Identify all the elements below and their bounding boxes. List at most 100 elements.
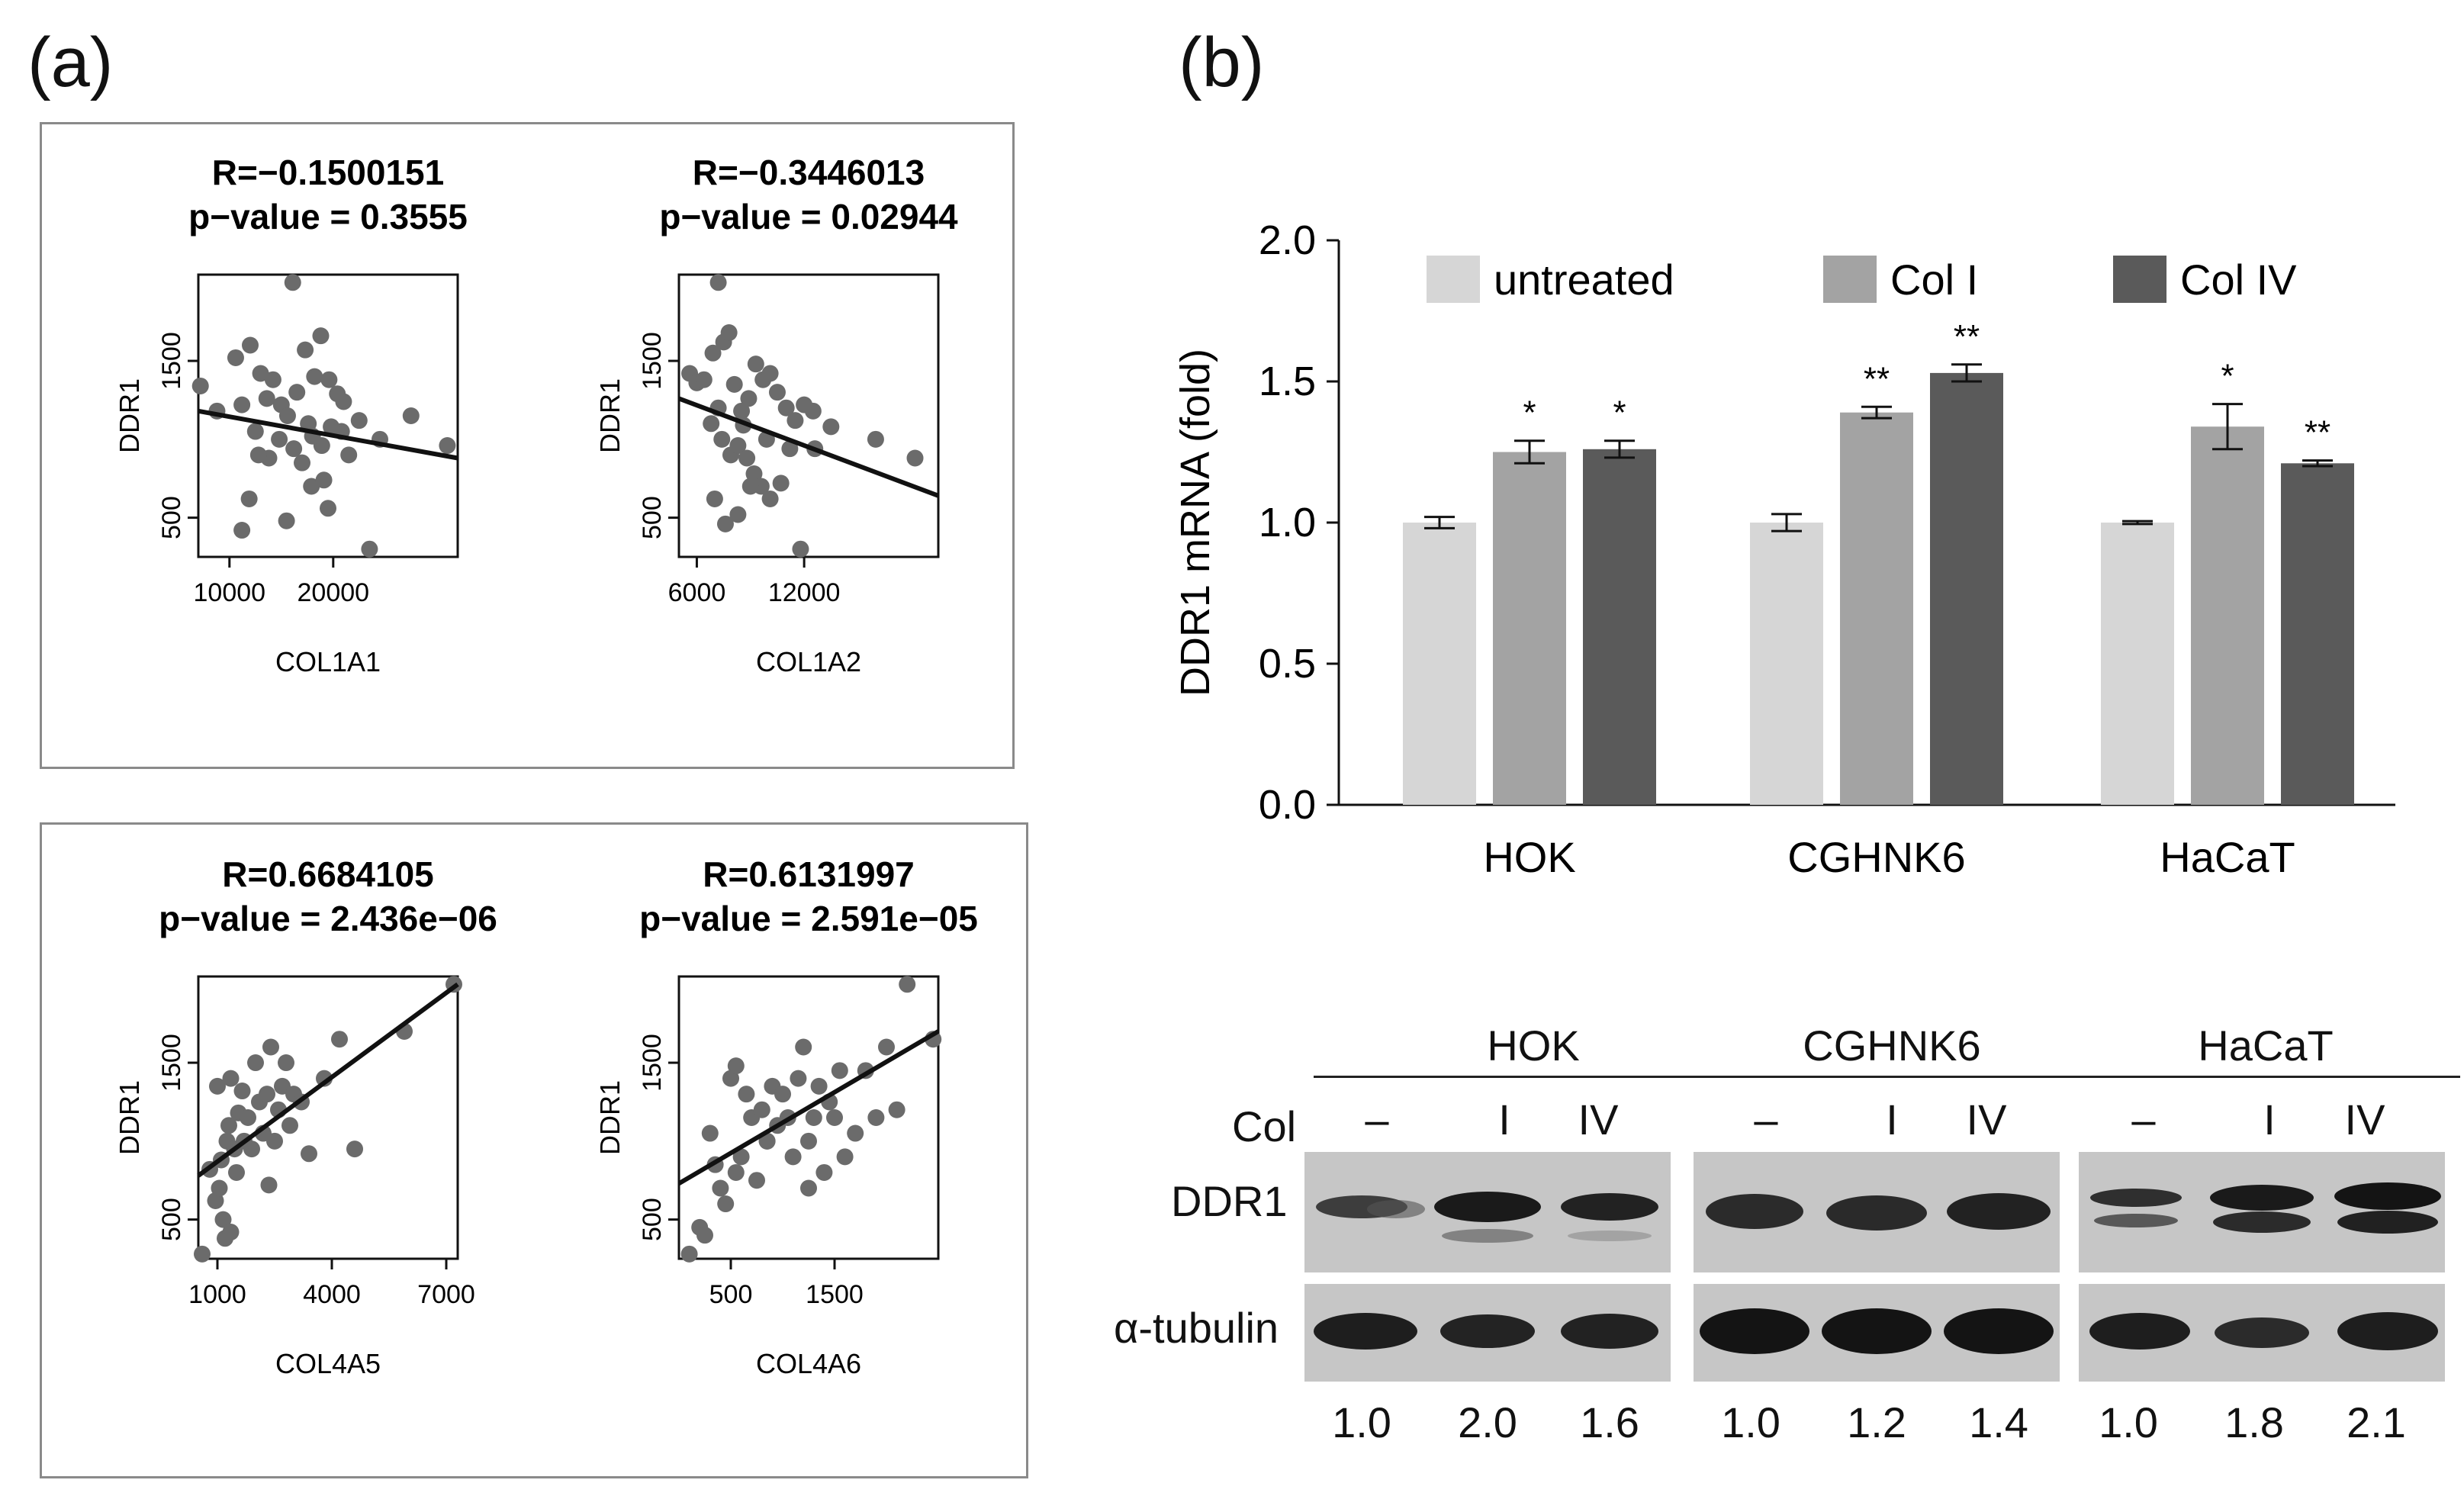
band: [1314, 1313, 1417, 1350]
scatter-point: [717, 1195, 735, 1213]
scatter-point: [761, 365, 779, 382]
scatter-point: [240, 490, 258, 507]
scatter-point: [800, 1132, 817, 1150]
wb-group-cghnk6: CGHNK6: [1803, 1021, 1981, 1070]
scatter-point: [781, 440, 799, 458]
scatter-point: [790, 1070, 807, 1087]
scatter-point: [300, 415, 317, 433]
band: [2334, 1182, 2441, 1210]
scatter-point: [716, 515, 734, 532]
wb-group-hok: HOK: [1487, 1021, 1580, 1070]
scatter-point: [285, 440, 303, 458]
y-axis-label: DDR1: [114, 1080, 145, 1155]
scatter-point: [826, 1109, 843, 1126]
band: [2210, 1185, 2314, 1211]
scatter-point: [281, 1117, 298, 1134]
y-tick-label: 1500: [157, 332, 186, 390]
y-tick-label: 1.0: [1259, 500, 1316, 545]
wb-ddr1-blot-hacat: [2079, 1152, 2445, 1272]
wb-lane-hok-1: –: [1365, 1095, 1389, 1144]
wb-row-label-ddr1: DDR1: [1171, 1177, 1288, 1225]
wb-ratio-hok-3: 1.6: [1580, 1398, 1639, 1446]
y-tick-label: 500: [638, 1198, 667, 1241]
scatter-point: [266, 1132, 283, 1150]
scatter-point: [758, 1132, 776, 1150]
scatter-point: [361, 540, 378, 558]
scatter-point: [732, 1148, 750, 1166]
scatter-point: [748, 1172, 765, 1189]
x-tick-label: 1000: [188, 1280, 246, 1309]
scatter-title: R=−0.3446013: [693, 153, 925, 192]
y-axis-label: DDR1: [594, 1080, 626, 1155]
bar: [2191, 426, 2264, 805]
scatter-point: [222, 1224, 240, 1241]
scatter-point: [753, 1101, 770, 1118]
wb-lane-cghnk6-3: IV: [1966, 1095, 2007, 1144]
scatter-point: [727, 1163, 745, 1181]
scatter-subtitle: p−value = 0.3555: [188, 197, 468, 236]
category-label: HaCaT: [2160, 833, 2295, 881]
category-label: HOK: [1483, 833, 1575, 881]
scatter-point: [831, 1062, 848, 1079]
scatter-point: [306, 368, 323, 385]
scatter-point: [320, 500, 336, 517]
scatter-point: [340, 446, 358, 464]
scatter-point: [768, 384, 786, 401]
scatter-point: [815, 1163, 833, 1181]
scatter-point: [805, 1109, 822, 1126]
scatter-point: [439, 437, 456, 455]
scatter-point: [738, 1086, 755, 1103]
x-tick-label: 6000: [668, 578, 726, 607]
bar: [1750, 523, 1823, 805]
significance-label: *: [1613, 394, 1626, 432]
scatter-point: [335, 393, 352, 410]
band: [2089, 1313, 2190, 1350]
panel-b-label: (b): [1179, 24, 1265, 101]
scatter-point: [222, 1070, 240, 1087]
x-tick-label: 1500: [806, 1280, 864, 1309]
legend-swatch: [1427, 256, 1480, 303]
wb-group-line-hacat: [2079, 1076, 2460, 1078]
scatter-point: [220, 1117, 237, 1134]
scatter-point: [727, 1057, 745, 1075]
scatter-point: [709, 274, 727, 291]
scatter-point: [680, 1245, 698, 1263]
scatter-point: [772, 475, 790, 492]
wb-lane-hok-3: IV: [1578, 1095, 1619, 1144]
scatter-subtitle: p−value = 2.591e−05: [639, 899, 978, 938]
scatter-svg: R=0.6131997 p−value = 2.591e−05 500 1500 500…: [594, 854, 978, 1379]
y-axis-label: DDR1 mRNA (fold): [1175, 349, 1218, 697]
scatter-subtitle: p−value = 2.436e−06: [159, 899, 497, 938]
bar: [1583, 449, 1656, 805]
scatter-point: [777, 399, 795, 417]
scatter-point: [211, 1179, 228, 1197]
legend-label: Col IV: [2180, 256, 2297, 304]
scatter-point: [315, 471, 333, 489]
wb-lane-hacat-3: IV: [2344, 1095, 2385, 1144]
wb-ratio-hok-2: 2.0: [1458, 1398, 1517, 1446]
scatter-point: [297, 341, 314, 359]
bar: [1930, 372, 2003, 805]
band: [1442, 1229, 1533, 1243]
western-blot: HOK CGHNK6 HaCaT Col DDR1 α-tubulin – I …: [1083, 1007, 2460, 1480]
scatter-point: [761, 490, 779, 507]
bar: [1403, 523, 1476, 805]
scatter-box-col1: [40, 122, 1015, 769]
scatter-point: [696, 1227, 713, 1244]
x-axis-label: COL1A1: [275, 646, 381, 677]
scatter-point: [271, 430, 288, 448]
scatter-point: [729, 437, 747, 455]
scatter-point: [233, 522, 251, 539]
panel-a-label: (a): [27, 24, 114, 101]
plot-frame: [197, 273, 459, 558]
scatter-point: [316, 1070, 333, 1087]
scatter-point: [350, 412, 368, 429]
wb-lane-hok-2: I: [1498, 1095, 1510, 1144]
scatter-point: [878, 1038, 895, 1056]
band: [1822, 1308, 1932, 1354]
regression-line: [198, 408, 458, 461]
scatter-title: R=0.6684105: [222, 854, 434, 894]
y-tick-label: 500: [638, 496, 667, 539]
scatter-point: [774, 1086, 791, 1103]
scatter-point: [722, 1070, 739, 1087]
